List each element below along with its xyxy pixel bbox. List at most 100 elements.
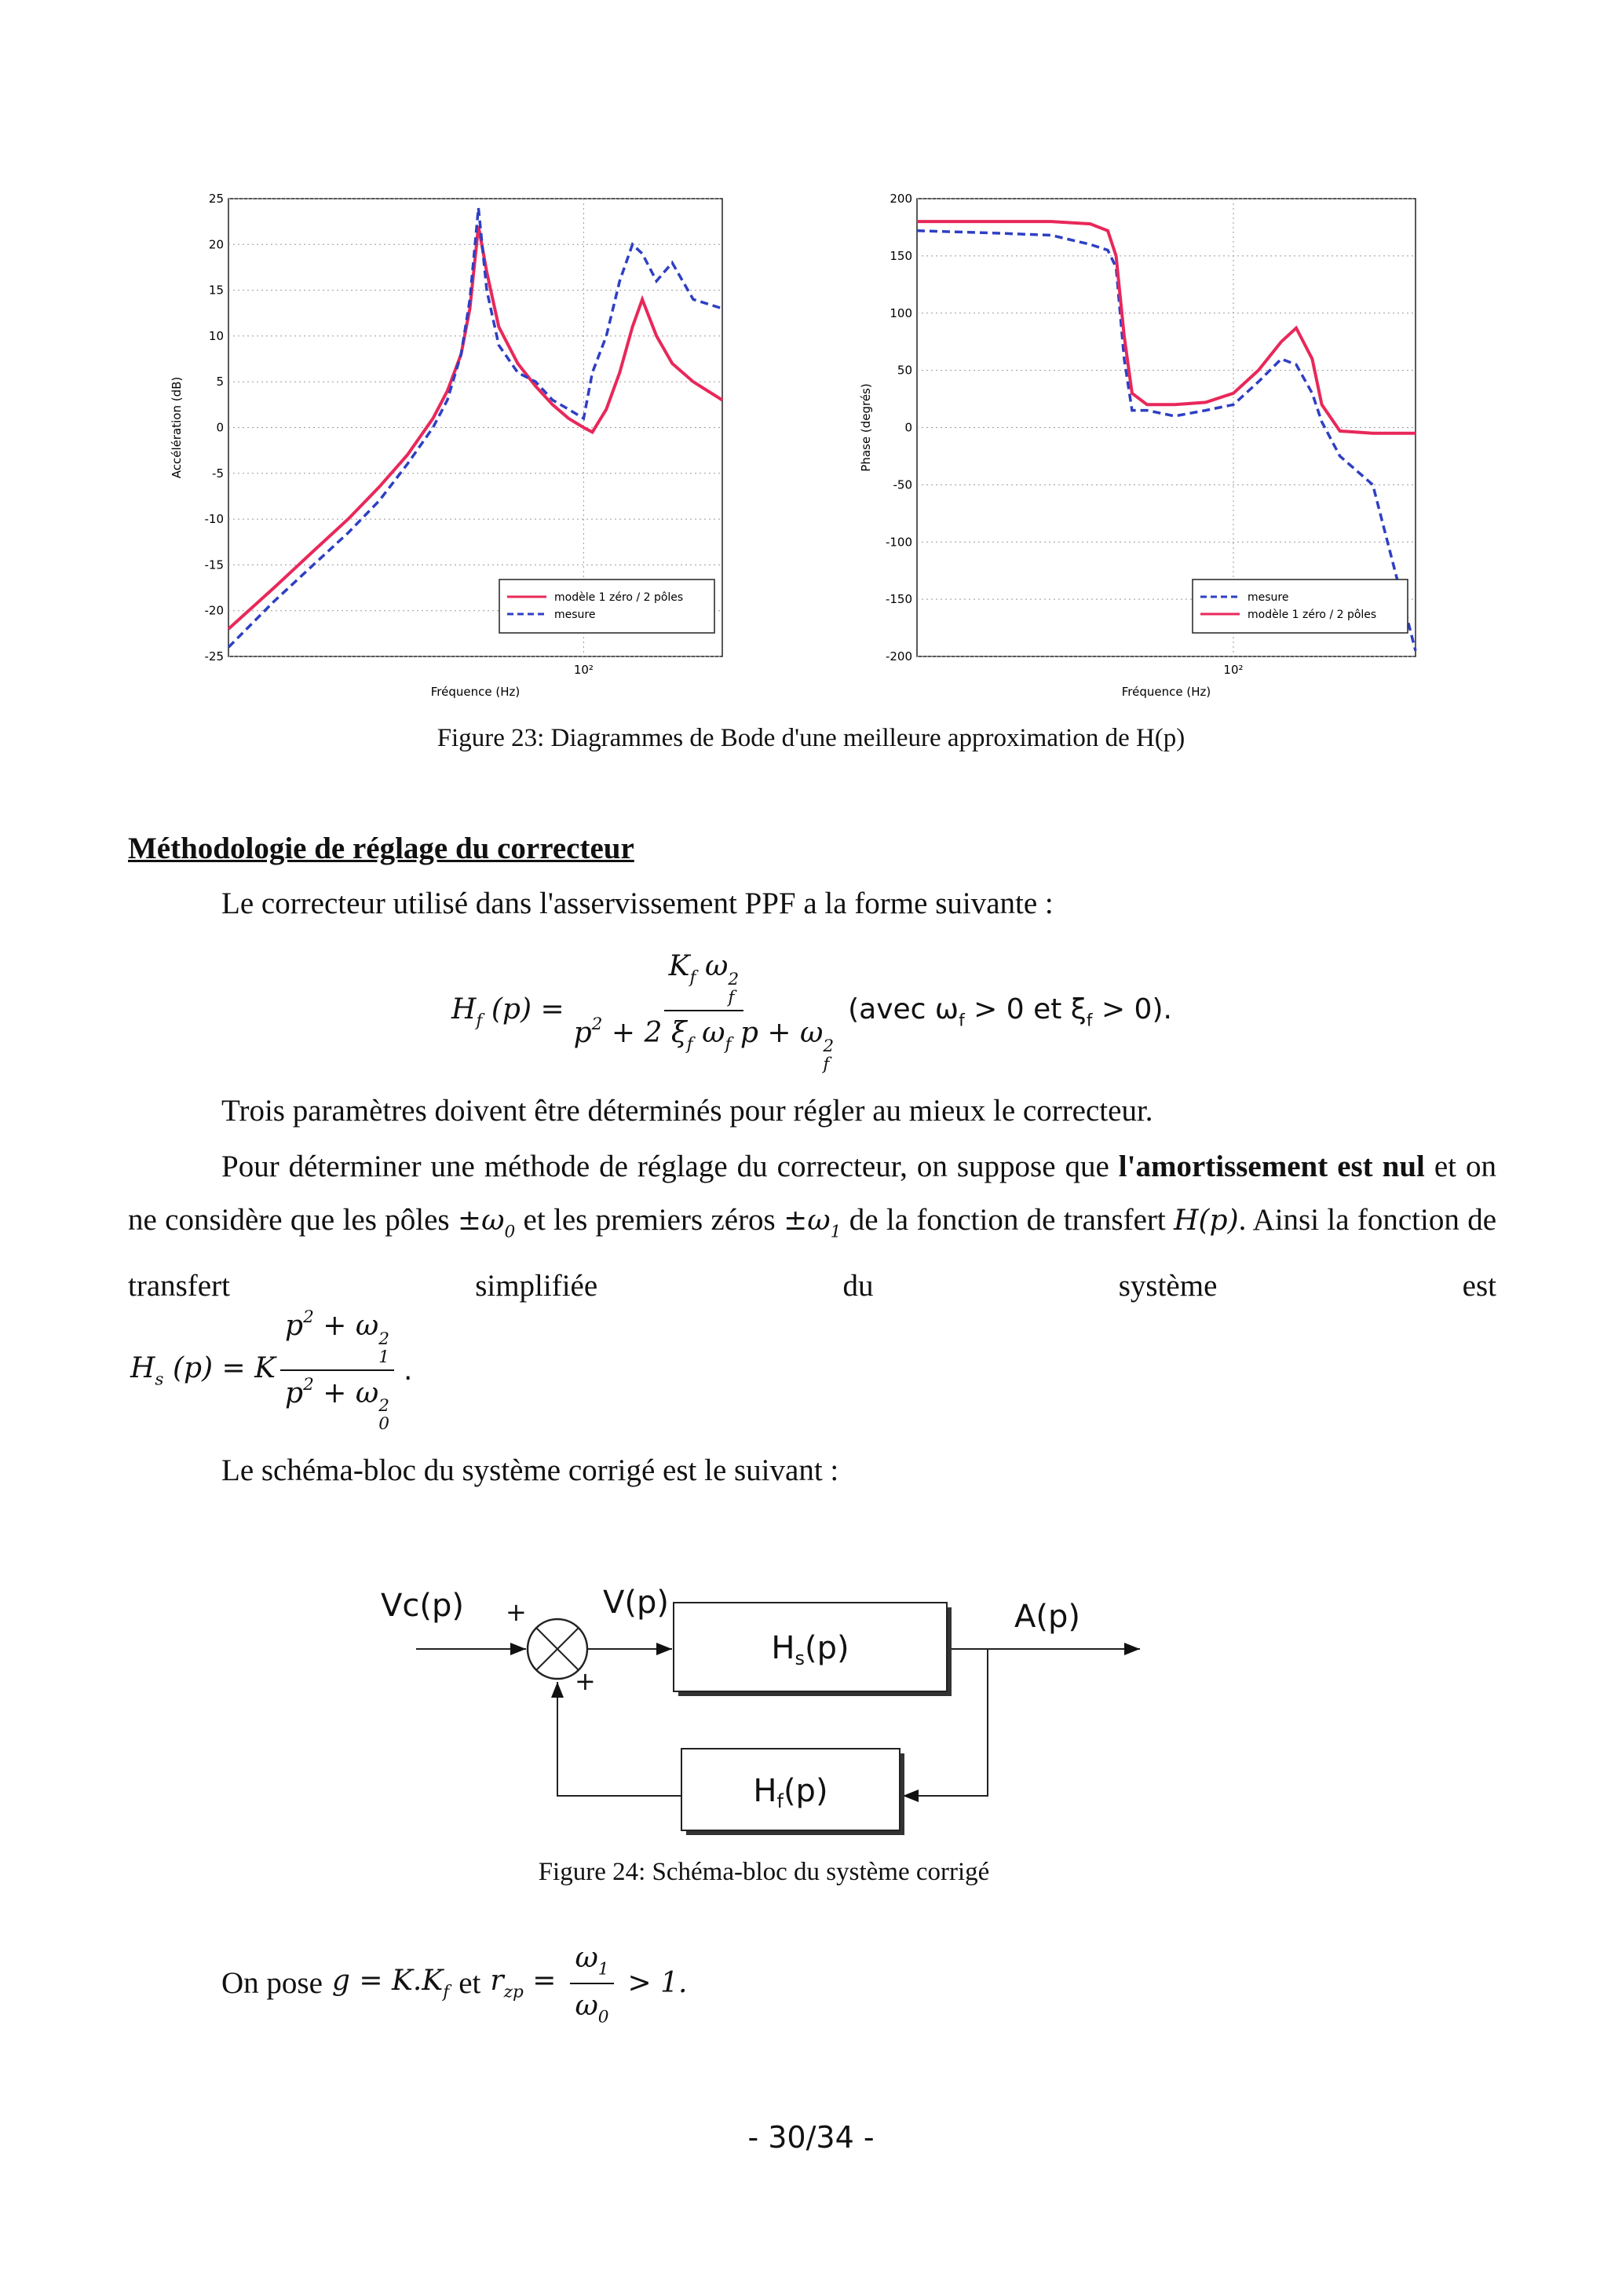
math-text: ω (575, 1942, 598, 1974)
label-base: H (771, 1630, 795, 1666)
math-text: ±ω (784, 1205, 831, 1237)
math: g = K.Kf (332, 1965, 449, 2002)
math-text: K (668, 950, 690, 982)
subscript: 1 (378, 1347, 390, 1367)
math-text: H (451, 993, 477, 1026)
y-tick-label: 15 (209, 283, 224, 298)
math-text: ±ω (457, 1205, 505, 1237)
legend-box (499, 579, 715, 634)
denominator: ω0 (570, 1984, 613, 2027)
text: . Ainsi la fonction de transfert simplif… (128, 1203, 1497, 1303)
text: Pour déterminer une méthode de réglage d… (221, 1150, 1119, 1183)
math-text: (p) = K (172, 1351, 276, 1384)
subscript: s (155, 1369, 164, 1390)
subscript: f (728, 987, 735, 1007)
output-label: A(p) (1014, 1599, 1080, 1635)
y-tick-label: 5 (216, 375, 224, 389)
superscript: 2 (823, 1036, 835, 1057)
text: de la fonction de transfert (841, 1203, 1174, 1237)
numerator: ω1 (570, 1940, 614, 1984)
data-line (227, 207, 723, 649)
superscript: 2 (378, 1329, 390, 1350)
superscript: 2 (591, 1015, 603, 1035)
legend-label: modèle 1 zéro / 2 pôles (554, 591, 683, 604)
text: et (458, 1966, 481, 2001)
label-rest: (p) (784, 1773, 828, 1809)
input-label: Vc(p) (381, 1588, 464, 1624)
math-text: g = K.K (331, 1964, 444, 1997)
subscript: f (959, 1011, 965, 1031)
math-text: p + ω (740, 1017, 824, 1050)
text-line: On pose g = K.Kf et rzp = ω1 ω0 > 1. (221, 1940, 688, 2027)
y-tick-label: 200 (890, 192, 912, 206)
data-line (917, 220, 1416, 435)
math-text: ω (575, 1989, 598, 2022)
math: H(p) (1174, 1205, 1239, 1237)
section-heading: Méthodologie de réglage du correcteur (128, 832, 634, 865)
subscript: 1 (597, 1959, 609, 1980)
y-tick-label: 0 (216, 421, 224, 435)
controller-block (681, 1748, 901, 1831)
block-diagram: Vc(p) + + V(p) A(p) Hs(p) Hf(p) (381, 1585, 1140, 1835)
math-text: > 0). (1101, 993, 1172, 1026)
text-line: Le correcteur utilisé dans l'asservissem… (221, 887, 1054, 920)
math: (avec ωf > 0 et ξf > 0). (848, 993, 1172, 1031)
page-number: - 30/34 - (747, 2120, 875, 2155)
math-text: p (573, 1017, 592, 1050)
math-text: r (490, 1964, 504, 1997)
bold-text: l'amortissement est nul (1118, 1150, 1425, 1183)
math-text: = (532, 1964, 557, 1997)
math-text: p (285, 1377, 304, 1409)
math: ±ω1 (784, 1205, 841, 1242)
subscript: 0 (504, 1222, 516, 1242)
superscript: 2 (303, 1374, 314, 1395)
subscript: f (686, 1035, 693, 1055)
y-tick-label: 20 (209, 237, 224, 251)
subscript: 0 (597, 2007, 609, 2027)
y-tick-label: -200 (886, 649, 912, 664)
chart: -25 -20 -15 -10 -5 0 5 10 15 20 25 10² Fréquence (Hz… (170, 192, 724, 699)
math: ω0 (575, 1989, 608, 2027)
plant-block (673, 1602, 948, 1692)
y-tick-label: -5 (212, 466, 224, 481)
sign: + (506, 1597, 527, 1627)
figure-caption: Figure 23: Diagrammes de Bode d'une meil… (437, 724, 1185, 752)
subscript: f (1086, 1011, 1093, 1031)
formula: Hf (p) = Kf ω 2 f p2 + 2 ξf ωf p + ω 2 f (avec … (451, 950, 1172, 1074)
y-tick-label: -10 (205, 512, 225, 526)
connectors (416, 1643, 1140, 1802)
subscript: 1 (830, 1222, 842, 1242)
x-tick-label: 10² (574, 663, 594, 677)
math-text: ω (704, 950, 729, 982)
math: ±ω0 (457, 1205, 515, 1242)
math: Hf (p) = (451, 993, 564, 1031)
y-tick-label: 0 (904, 421, 912, 435)
math: rzp = (490, 1965, 556, 2002)
math-text: p (285, 1310, 304, 1343)
label-base: H (753, 1773, 776, 1809)
legend-label: mesure (554, 609, 595, 621)
y-tick-label: -150 (886, 592, 912, 606)
y-tick-label: 150 (890, 249, 912, 263)
y-tick-label: -15 (205, 558, 225, 572)
math-text: (avec ω (848, 993, 959, 1026)
text-line: Le schéma-bloc du système corrigé est le… (221, 1453, 839, 1487)
legend-label: mesure (1248, 591, 1288, 604)
legend-label: modèle 1 zéro / 2 pôles (1248, 609, 1376, 621)
y-tick-label: 50 (897, 364, 912, 378)
sign: + (575, 1666, 596, 1696)
